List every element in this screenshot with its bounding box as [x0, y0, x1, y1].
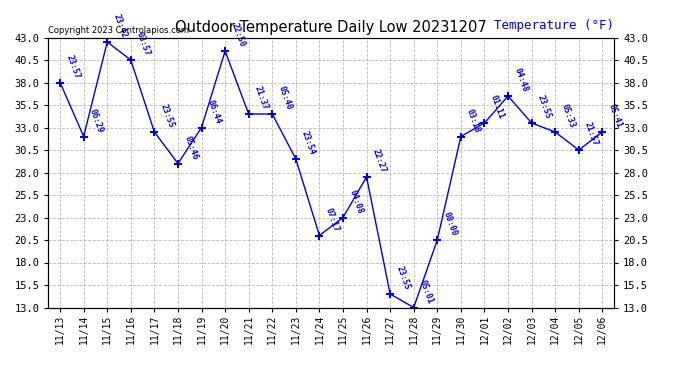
Text: 23:55: 23:55	[394, 265, 411, 291]
Text: 23:54: 23:54	[300, 130, 317, 156]
Text: 00:00: 00:00	[442, 211, 458, 237]
Text: 03:18: 03:18	[465, 107, 482, 134]
Text: 23:57: 23:57	[64, 53, 81, 80]
Text: 06:29: 06:29	[88, 107, 105, 134]
Text: 21:57: 21:57	[583, 121, 600, 147]
Text: 23:55: 23:55	[159, 103, 175, 129]
Text: 07:17: 07:17	[324, 206, 341, 233]
Text: 05:33: 05:33	[560, 103, 576, 129]
Text: 22:27: 22:27	[371, 148, 388, 174]
Text: 04:08: 04:08	[347, 188, 364, 215]
Text: 03:57: 03:57	[135, 31, 152, 57]
Title: Outdoor Temperature Daily Low 20231207: Outdoor Temperature Daily Low 20231207	[175, 20, 487, 35]
Text: 05:01: 05:01	[418, 278, 435, 305]
Text: 05:41: 05:41	[607, 103, 624, 129]
Text: 23:55: 23:55	[535, 94, 553, 120]
Text: 01:11: 01:11	[489, 94, 506, 120]
Text: 06:44: 06:44	[206, 98, 223, 125]
Text: 22:50: 22:50	[229, 22, 246, 48]
Text: 05:40: 05:40	[277, 85, 293, 111]
Text: Temperature (°F): Temperature (°F)	[494, 19, 614, 32]
Text: 05:46: 05:46	[182, 134, 199, 161]
Text: 21:37: 21:37	[253, 85, 270, 111]
Text: 23:42: 23:42	[111, 13, 128, 39]
Text: 04:48: 04:48	[512, 67, 529, 93]
Text: Copyright 2023 Controlapios.com: Copyright 2023 Controlapios.com	[48, 26, 189, 35]
